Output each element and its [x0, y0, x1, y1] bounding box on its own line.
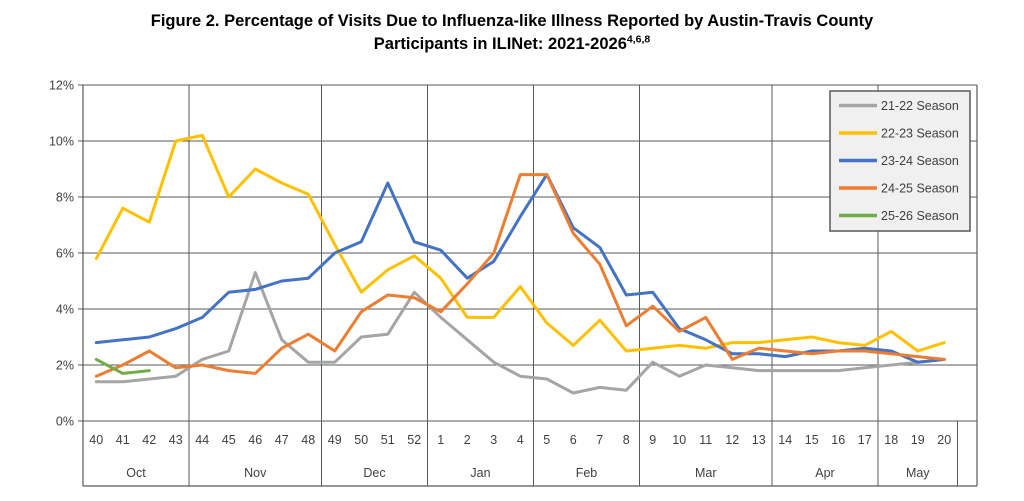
week-label: 9	[649, 433, 656, 447]
week-label: 4	[517, 433, 524, 447]
week-label: 12	[725, 433, 739, 447]
y-tick-label: 6%	[56, 247, 74, 261]
week-label: 19	[911, 433, 925, 447]
week-label: 17	[858, 433, 872, 447]
legend-label: 25-26 Season	[881, 209, 959, 223]
week-label: 41	[116, 433, 130, 447]
plot-frame	[82, 85, 978, 487]
y-tick-label: 12%	[49, 79, 74, 93]
series-line-24-25-season	[94, 173, 946, 378]
series-line-25-26-season	[94, 357, 151, 375]
week-label: 49	[328, 433, 342, 447]
week-label: 13	[752, 433, 766, 447]
week-label: 1	[437, 433, 444, 447]
week-label: 2	[464, 433, 471, 447]
legend-item: 25-26 Season	[839, 209, 959, 223]
y-tick-label: 0%	[56, 415, 74, 429]
legend-label: 23-24 Season	[881, 154, 959, 168]
legend-label: 24-25 Season	[881, 182, 959, 196]
y-tick-label: 2%	[56, 359, 74, 373]
month-label: Oct	[126, 466, 146, 480]
y-tick-label: 4%	[56, 303, 74, 317]
legend: 21-22 Season 22-23 Season 23-24 Season 24-2…	[829, 90, 971, 232]
week-label: 43	[169, 433, 183, 447]
week-label: 6	[570, 433, 577, 447]
week-label: 16	[831, 433, 845, 447]
week-label: 10	[672, 433, 686, 447]
gridlines	[83, 84, 977, 422]
chart-title-text: Figure 2. Percentage of Visits Due to In…	[112, 10, 912, 57]
chart-title-main: Figure 2. Percentage of Visits Due to In…	[150, 12, 874, 54]
month-label: May	[906, 466, 930, 480]
month-label: Dec	[363, 466, 385, 480]
month-label: Jan	[470, 466, 490, 480]
week-label: 5	[543, 433, 550, 447]
x-axis-month-labels: Oct Nov Dec Jan Feb Mar Apr May	[126, 466, 930, 480]
week-label: 45	[222, 433, 236, 447]
week-label: 20	[937, 433, 951, 447]
legend-label: 21-22 Season	[881, 99, 959, 113]
month-label: Mar	[695, 466, 717, 480]
legend-item: 22-23 Season	[839, 127, 959, 141]
y-axis-labels: 0% 2% 4% 6% 8% 10% 12%	[49, 79, 74, 429]
series-line-21-22-season	[94, 271, 946, 395]
x-axis-week-labels: 40 41 42 43 44 45 46 47 48 49 50 51 52 1 2 3 4 5 6 7 8 9 10 11 1…	[89, 433, 951, 447]
series-lines	[94, 133, 946, 395]
week-label: 52	[407, 433, 421, 447]
week-label: 40	[89, 433, 103, 447]
month-separators	[188, 85, 958, 486]
week-label: 8	[623, 433, 630, 447]
week-label: 11	[699, 433, 712, 447]
chart-title: Figure 2. Percentage of Visits Due to In…	[0, 10, 1024, 57]
month-label: Nov	[244, 466, 267, 480]
week-label: 15	[805, 433, 819, 447]
week-label: 47	[275, 433, 289, 447]
week-label: 14	[778, 433, 792, 447]
legend-item: 24-25 Season	[839, 182, 959, 196]
week-label: 50	[354, 433, 368, 447]
chart-title-superscript: 4,6,8	[626, 33, 651, 46]
y-tick-label: 10%	[49, 135, 74, 149]
y-tick-label: 8%	[56, 191, 74, 205]
week-label: 3	[490, 433, 497, 447]
week-label: 7	[596, 433, 603, 447]
y-axis-ticks	[78, 84, 83, 422]
series-line-22-23-season	[94, 133, 946, 353]
week-label: 18	[884, 433, 898, 447]
legend-item: 21-22 Season	[839, 99, 959, 113]
legend-item: 23-24 Season	[839, 154, 959, 168]
legend-label: 22-23 Season	[881, 127, 959, 141]
month-label: Apr	[815, 466, 834, 480]
week-label: 44	[195, 433, 209, 447]
series-line-23-24-season	[94, 173, 946, 364]
week-label: 46	[248, 433, 262, 447]
month-label: Feb	[576, 466, 598, 480]
week-label: 48	[301, 433, 315, 447]
week-label: 42	[142, 433, 156, 447]
week-label: 51	[381, 433, 395, 447]
